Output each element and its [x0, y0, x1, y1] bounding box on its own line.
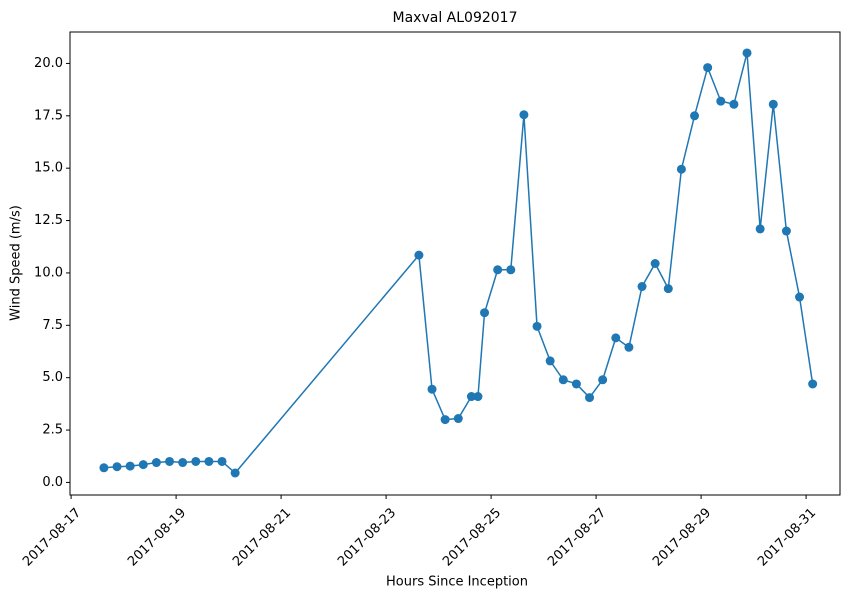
data-point	[178, 458, 188, 468]
data-point	[781, 226, 791, 236]
x-tick-label: 2017-08-23	[335, 505, 399, 569]
chart-title: Maxval AL092017	[393, 10, 518, 26]
y-tick-label: 7.5	[42, 318, 63, 333]
data-point	[191, 456, 201, 466]
data-point	[624, 342, 634, 352]
data-point	[519, 110, 529, 120]
y-tick-label: 0.0	[42, 475, 63, 490]
x-tick-label: 2017-08-21	[230, 505, 294, 569]
x-tick-label: 2017-08-17	[20, 505, 84, 569]
data-point	[729, 99, 739, 109]
data-point	[217, 456, 227, 466]
y-tick-label: 12.5	[34, 213, 63, 228]
data-point	[466, 392, 476, 402]
data-point	[427, 384, 437, 394]
data-point	[138, 460, 148, 470]
data-point	[440, 415, 450, 425]
x-tick-label: 2017-08-31	[755, 505, 819, 569]
data-point	[755, 224, 765, 234]
data-point	[808, 379, 818, 389]
y-tick-label: 20.0	[34, 56, 63, 71]
x-tick-label: 2017-08-25	[440, 505, 504, 569]
data-point	[204, 456, 214, 466]
data-point	[716, 96, 726, 106]
y-tick-label: 2.5	[42, 423, 63, 438]
y-axis-label: Wind Speed (m/s)	[9, 205, 24, 321]
x-tick-label: 2017-08-27	[545, 505, 609, 569]
data-point	[637, 282, 647, 292]
y-tick-label: 10.0	[34, 265, 63, 280]
data-point	[742, 48, 752, 58]
data-point	[795, 292, 805, 302]
x-axis-label: Hours Since Inception	[386, 575, 528, 590]
data-point	[493, 265, 503, 275]
data-point	[571, 379, 581, 389]
data-point	[473, 392, 483, 402]
y-tick-label: 15.0	[34, 161, 63, 176]
data-point	[676, 164, 686, 174]
series-line	[103, 52, 814, 475]
data-point	[558, 375, 568, 385]
data-point	[99, 463, 109, 473]
data-point	[230, 468, 240, 478]
data-point	[506, 265, 516, 275]
data-point	[598, 375, 608, 385]
data-point	[532, 321, 542, 331]
data-point	[690, 111, 700, 121]
data-point	[480, 308, 490, 318]
y-tick-label: 5.0	[42, 370, 63, 385]
y-tick-label: 17.5	[34, 108, 63, 123]
data-point	[125, 461, 135, 471]
data-point	[611, 333, 621, 343]
data-point	[151, 458, 161, 468]
data-point	[165, 456, 175, 466]
data-point	[545, 356, 555, 366]
data-point	[768, 99, 778, 109]
x-tick-label: 2017-08-19	[125, 505, 189, 569]
data-point	[453, 414, 463, 424]
data-point	[414, 250, 424, 260]
data-point	[585, 393, 595, 403]
x-tick-label: 2017-08-29	[650, 505, 714, 569]
data-point	[650, 259, 660, 268]
data-point	[112, 462, 122, 472]
plot-frame	[69, 31, 841, 496]
data-point	[663, 284, 673, 294]
data-point	[703, 63, 713, 73]
